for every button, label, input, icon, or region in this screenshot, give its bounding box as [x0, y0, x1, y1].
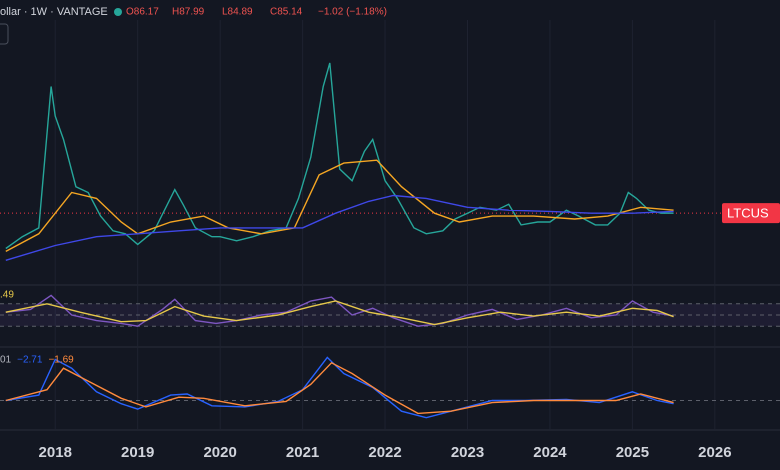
- series-line: [5, 159, 674, 253]
- x-tick-label: 2020: [203, 444, 236, 461]
- indicator-value: −1.69: [48, 355, 74, 366]
- x-tick-label: 2021: [286, 444, 319, 461]
- series-line: [5, 294, 674, 327]
- x-tick-label: 2025: [616, 444, 649, 461]
- series-line: [5, 356, 674, 419]
- toolbar-button[interactable]: [0, 23, 9, 45]
- low: L84.89: [222, 7, 253, 18]
- series-line: [5, 300, 674, 326]
- x-tick-label: 2019: [121, 444, 154, 461]
- x-tick-label: 2024: [533, 444, 567, 461]
- x-tick-label: 2018: [39, 444, 72, 461]
- market-status: [114, 8, 122, 16]
- indicator-value: 01: [0, 355, 12, 366]
- x-tick-label: 2022: [368, 444, 401, 461]
- symbol: ollar · 1W · VANTAGE: [0, 6, 108, 18]
- x-tick-label: 2023: [451, 444, 484, 461]
- open: O86.17: [126, 7, 159, 18]
- series-line: [5, 361, 674, 415]
- high: H87.99: [172, 7, 205, 18]
- price-badge: [722, 203, 780, 224]
- series-line: [5, 194, 674, 261]
- indicator-value: −2.71: [17, 355, 43, 366]
- x-tick-label: 2026: [698, 444, 731, 461]
- change: −1.02 (−1.18%): [318, 7, 387, 18]
- price-badge-label: LTCUS: [727, 206, 769, 221]
- indicator-value: .49: [0, 290, 14, 301]
- close: C85.14: [270, 7, 303, 18]
